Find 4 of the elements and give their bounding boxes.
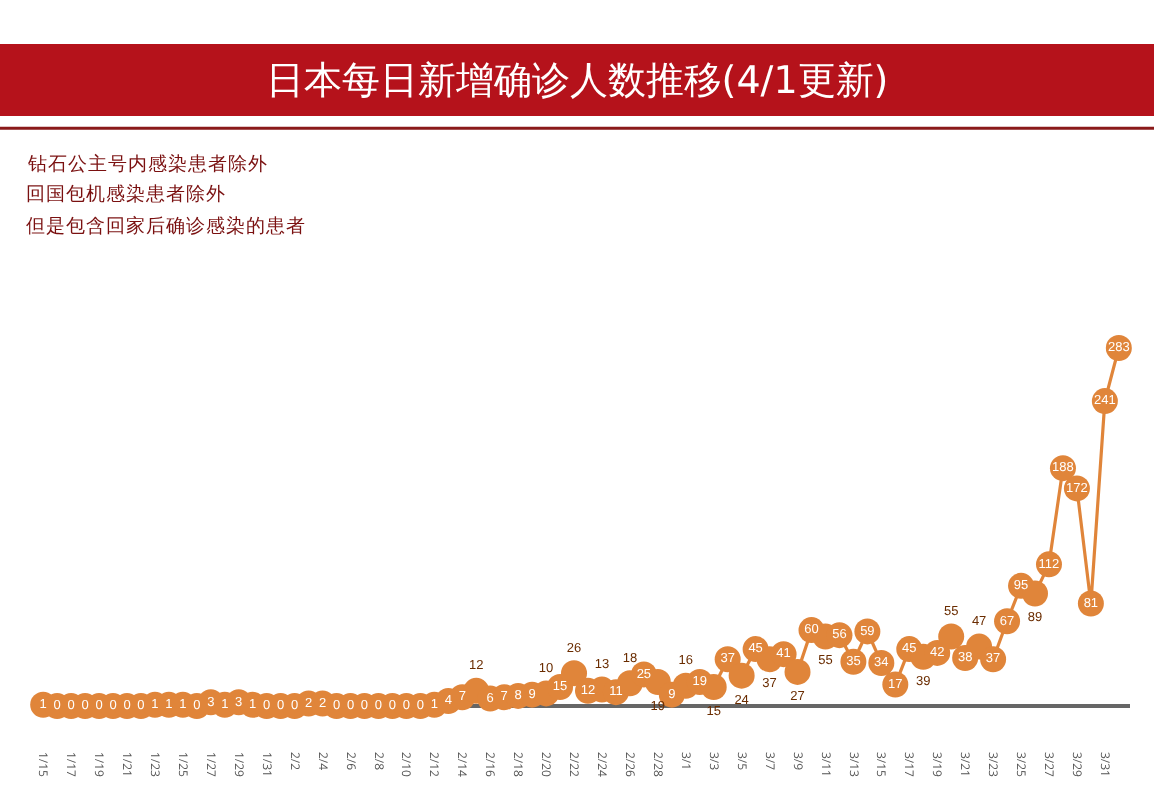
chart-title: 日本每日新增确诊人数推移(4/1更新) <box>265 59 889 104</box>
text: 回国包机感染患者除外 <box>26 182 226 206</box>
text: 但是包含回家后确诊感染的患者 <box>26 214 306 238</box>
text: 钻石公主号内感染患者除外 <box>26 152 268 176</box>
